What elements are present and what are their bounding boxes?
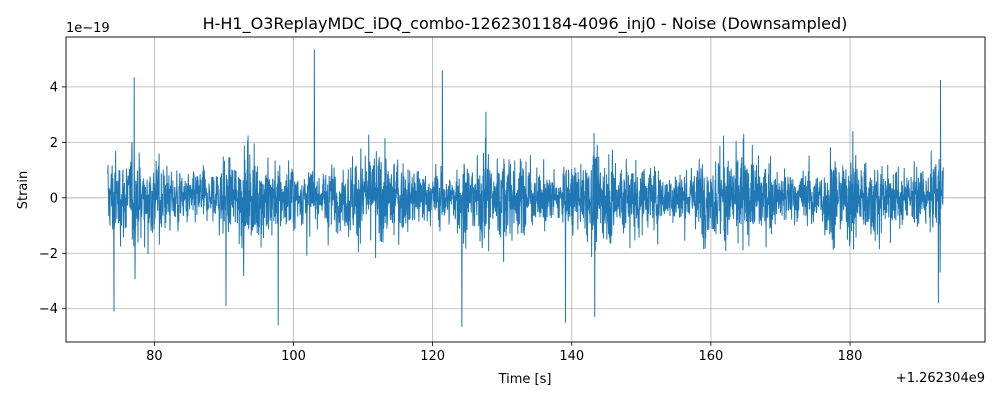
- y-axis-scale: 1e−19: [66, 21, 110, 36]
- x-tick-label: 140: [559, 349, 584, 364]
- y-tick-label: −2: [39, 247, 58, 262]
- x-tick-label: 160: [698, 349, 723, 364]
- y-tick-label: 0: [50, 191, 58, 206]
- y-tick-label: 2: [50, 136, 58, 151]
- grid: [66, 37, 985, 342]
- y-axis: −4 −2 0 2 4: [39, 80, 66, 317]
- chart-title: H-H1_O3ReplayMDC_iDQ_combo-1262301184-40…: [203, 14, 848, 34]
- x-axis-offset: +1.262304e9: [896, 371, 985, 386]
- series-strain: [107, 49, 944, 327]
- x-axis: 80 100 120 140 160 180: [146, 342, 862, 364]
- x-tick-label: 80: [146, 349, 163, 364]
- x-tick-label: 100: [281, 349, 306, 364]
- x-axis-label: Time [s]: [498, 372, 552, 387]
- y-tick-label: −4: [39, 302, 58, 317]
- y-axis-label: Strain: [16, 171, 31, 210]
- x-tick-label: 180: [838, 349, 863, 364]
- strain-trace: [107, 49, 944, 327]
- axes-frame: [65, 36, 986, 343]
- y-tick-label: 4: [50, 80, 58, 95]
- x-tick-label: 120: [420, 349, 445, 364]
